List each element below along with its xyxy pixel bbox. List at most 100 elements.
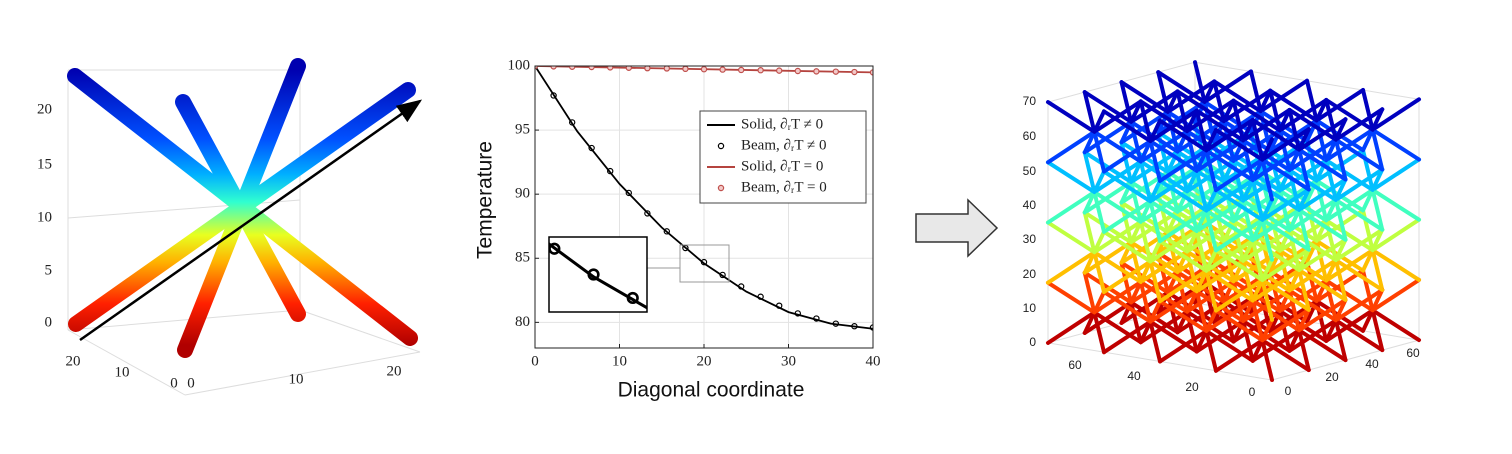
- lattice-strut: [1082, 240, 1134, 275]
- z-tick-label: 20: [1023, 267, 1037, 281]
- lattice-strut: [1333, 107, 1385, 142]
- lattice-strut: [1260, 278, 1311, 312]
- lattice-strut: [1324, 98, 1375, 132]
- z-tick-label: 10: [1023, 301, 1037, 315]
- lattice-strut: [1158, 268, 1209, 304]
- lattice-strut: [1156, 99, 1207, 135]
- lattice-strut: [1324, 308, 1375, 343]
- lattice-strut: [1250, 117, 1302, 152]
- legend-swatch: [717, 142, 725, 150]
- lattice-strut: [1260, 157, 1274, 202]
- inset: [430, 143, 877, 392]
- lattice-strut: [1260, 217, 1311, 252]
- lattice-strut: [1082, 300, 1134, 335]
- lattice-strut: [1370, 127, 1385, 172]
- legend-label: Beam, ∂ᵣT ≠ 0: [741, 137, 826, 153]
- lattice-strut: [1204, 238, 1255, 273]
- lattice-strut: [1046, 190, 1097, 225]
- lattice-strut: [1250, 238, 1265, 283]
- lattice-strut: [1092, 159, 1143, 195]
- series-marker: [776, 302, 783, 309]
- lattice-strut: [1260, 307, 1311, 343]
- left-axes-box: [67, 69, 421, 396]
- z-tick-label: 0: [45, 314, 53, 330]
- lattice-strut: [1185, 158, 1236, 194]
- lattice-strut: [1241, 107, 1292, 143]
- y-tick-label: 95: [515, 122, 530, 138]
- lattice-strut: [1204, 148, 1255, 183]
- lattice-strut: [1287, 137, 1338, 173]
- lattice-strut: [1370, 187, 1385, 232]
- lattice-strut: [1102, 169, 1153, 204]
- lattice-strut: [1046, 310, 1097, 345]
- legend-label: Beam, ∂ᵣT = 0: [741, 179, 827, 195]
- lattice-strut: [1260, 278, 1274, 322]
- lattice-strut: [1185, 279, 1236, 314]
- y-tick-label: 100: [508, 57, 531, 73]
- lattice-strut: [1129, 209, 1180, 245]
- series-line: [549, 242, 647, 310]
- series-marker: [625, 189, 632, 197]
- lattice-strut: [1305, 78, 1319, 123]
- lattice-strut: [1287, 168, 1338, 202]
- x-tick-label: 40: [866, 353, 881, 369]
- lattice-strut: [1250, 117, 1265, 162]
- series-marker: [430, 143, 440, 153]
- lattice-strut: [1204, 248, 1218, 273]
- series-marker: [682, 66, 689, 73]
- lattice-strut: [1204, 268, 1255, 303]
- series-marker: [607, 66, 614, 71]
- lattice-strut: [1082, 210, 1097, 255]
- lattice-strut: [1370, 127, 1421, 162]
- lattice-strut: [1092, 129, 1106, 174]
- lattice-strut: [1268, 118, 1319, 153]
- lattice-strut: [1214, 157, 1265, 193]
- lattice-strut: [1194, 198, 1246, 234]
- z-tick-label: 5: [45, 262, 53, 278]
- lattice-strut: [1082, 150, 1097, 195]
- lattice-strut: [1333, 137, 1385, 172]
- series-marker: [869, 324, 873, 331]
- series-marker: [867, 382, 877, 392]
- series-marker: [851, 323, 858, 330]
- lattice-strut: [1297, 297, 1348, 333]
- lattice-strut: [1214, 217, 1265, 253]
- x-tick-label: 0: [531, 353, 539, 369]
- lattice-strut: [1158, 118, 1209, 153]
- lattice-strut: [1297, 177, 1348, 212]
- lattice-strut: [1287, 258, 1338, 293]
- lattice-strut: [1148, 259, 1162, 304]
- lattice-strut: [1046, 250, 1097, 285]
- lattice-strut: [1214, 338, 1265, 373]
- lattice-strut: [1324, 248, 1375, 283]
- lattice-strut: [1260, 338, 1311, 373]
- x-tick-label: 30: [781, 353, 796, 369]
- lattice-strut: [1092, 169, 1106, 195]
- z-tick-label: 40: [1023, 198, 1037, 212]
- lattice-strut: [1231, 128, 1282, 163]
- lattice-strut: [1333, 258, 1348, 302]
- lattice-strut: [1194, 258, 1246, 294]
- z-tick-label: 15: [37, 156, 52, 172]
- lattice-strut: [1148, 139, 1199, 173]
- lattice-strut: [1277, 218, 1329, 253]
- lattice-strut: [1138, 189, 1190, 224]
- series-marker: [719, 271, 726, 279]
- series-marker: [510, 213, 520, 223]
- lattice-strut: [1138, 99, 1153, 144]
- series-marker: [719, 66, 726, 73]
- legend: Solid, ∂ᵣT ≠ 0 Beam, ∂ᵣT ≠ 0 Solid, ∂ᵣT = …: [707, 116, 827, 195]
- lattice-strut: [1148, 199, 1199, 234]
- lattice-strut: [1204, 208, 1255, 243]
- y-tick-label: 10: [289, 371, 304, 387]
- series-line: [535, 66, 873, 330]
- lattice-strut: [1204, 127, 1218, 153]
- lattice-strut: [1260, 317, 1274, 343]
- lattice-strut: [1277, 158, 1329, 193]
- lattice-strut: [1092, 289, 1106, 315]
- lattice-strut: [1158, 178, 1209, 213]
- lattice-strut: [1129, 89, 1180, 124]
- series-marker: [644, 66, 651, 72]
